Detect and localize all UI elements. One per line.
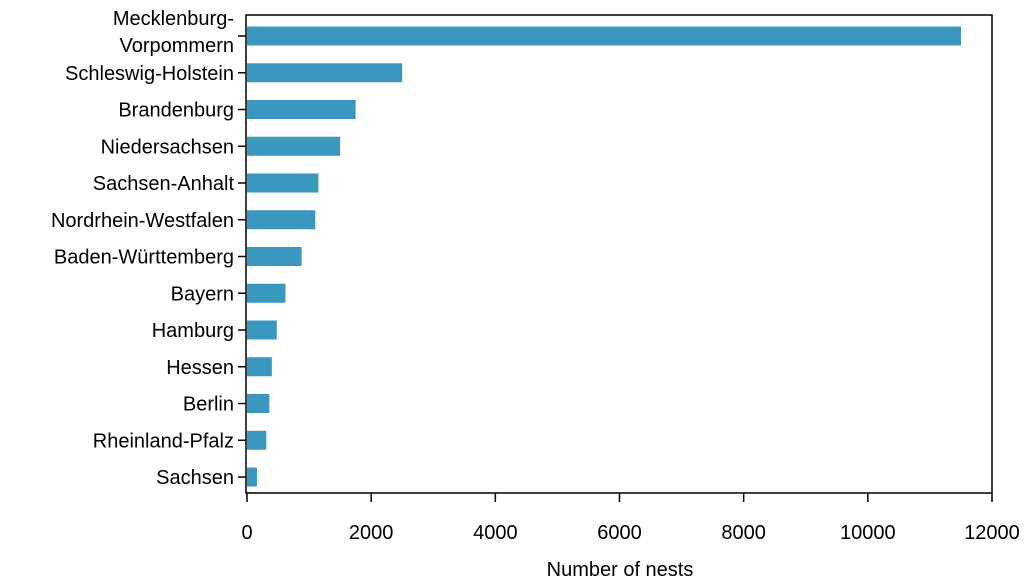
x-tick-label: 4000 xyxy=(473,522,518,544)
x-tick-label: 12000 xyxy=(964,522,1020,544)
category-label: Sachsen-Anhalt xyxy=(93,173,235,195)
x-tick-label: 6000 xyxy=(597,522,642,544)
bar xyxy=(247,173,319,193)
bar xyxy=(247,467,257,487)
category-label: Hamburg xyxy=(152,320,234,342)
category-label: Rheinland-Pfalz xyxy=(93,430,234,452)
x-tick-label: 10000 xyxy=(840,522,896,544)
bar xyxy=(247,430,267,450)
x-tick-label: 0 xyxy=(241,522,252,544)
category-label: Niedersachsen xyxy=(101,136,234,158)
bars-group xyxy=(247,26,961,487)
bar xyxy=(247,357,272,377)
bar xyxy=(247,210,316,230)
category-label: Baden-Württemberg xyxy=(54,247,234,269)
bar xyxy=(247,63,403,83)
category-label-line: Vorpommern xyxy=(120,35,235,57)
bar xyxy=(247,100,356,119)
category-label-line: Mecklenburg- xyxy=(113,8,234,30)
category-label: Schleswig-Holstein xyxy=(65,63,234,85)
bar xyxy=(247,394,270,413)
category-label: Bayern xyxy=(171,283,234,305)
x-axis-label: Number of nests xyxy=(547,559,694,581)
bar xyxy=(247,320,277,340)
bar xyxy=(247,283,286,303)
category-label: Nordrhein-Westfalen xyxy=(51,210,234,232)
category-label: Hessen xyxy=(166,357,234,379)
bar xyxy=(247,26,961,46)
plot-frame xyxy=(245,14,993,494)
category-label: Brandenburg xyxy=(118,100,234,122)
x-tick-label: 8000 xyxy=(721,522,766,544)
x-ticks-group: 0 2000 4000 6000 8000 10000 12000 xyxy=(241,493,1020,544)
category-label: Sachsen xyxy=(156,467,234,489)
x-tick-label: 2000 xyxy=(349,522,394,544)
category-label: Berlin xyxy=(183,394,234,416)
category-labels-group: Mecklenburg- Vorpommern Schleswig-Holstein… xyxy=(51,8,246,489)
bar xyxy=(247,136,341,156)
bar xyxy=(247,247,302,266)
